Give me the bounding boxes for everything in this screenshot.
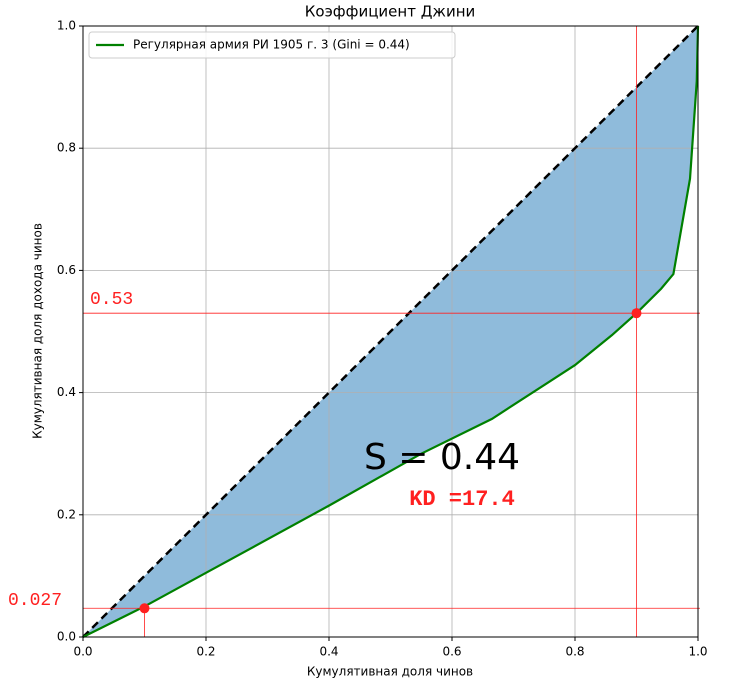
annotation: KD =17.4 bbox=[409, 487, 515, 512]
annotation: 0.53 bbox=[90, 290, 133, 310]
y-axis-label: Кумулятивная доля дохода чинов bbox=[31, 223, 45, 439]
point bbox=[139, 603, 150, 614]
annotation: S = 0.44 bbox=[364, 437, 520, 478]
annotation: 0.027 bbox=[8, 591, 62, 611]
y-tick-label: 0.6 bbox=[57, 263, 76, 277]
legend-box bbox=[88, 31, 456, 59]
chart-title: Коэффициент Джини bbox=[305, 3, 476, 21]
x-tick-label: 0.6 bbox=[442, 645, 461, 659]
lorenz-curve bbox=[82, 25, 700, 638]
x-tick-label: 0.4 bbox=[319, 645, 338, 659]
plot-frame bbox=[82, 25, 699, 638]
x-tick-label: 0.2 bbox=[196, 645, 215, 659]
y-tick-label: 0.0 bbox=[57, 630, 76, 644]
point bbox=[631, 308, 642, 319]
x-tick-label: 1.0 bbox=[688, 645, 707, 659]
y-tick-label: 1.0 bbox=[57, 19, 76, 33]
y-tick-label: 0.2 bbox=[57, 507, 76, 521]
equality-line bbox=[82, 25, 699, 638]
y-tick-label: 0.8 bbox=[57, 141, 76, 155]
legend-label: Регулярная армия РИ 1905 г. 3 (Gini = 0.… bbox=[133, 38, 410, 52]
x-tick-label: 0.0 bbox=[73, 645, 92, 659]
y-tick-label: 0.4 bbox=[57, 385, 76, 399]
x-axis-label: Кумулятивная доля чинов bbox=[307, 665, 473, 679]
x-tick-label: 0.8 bbox=[565, 645, 584, 659]
